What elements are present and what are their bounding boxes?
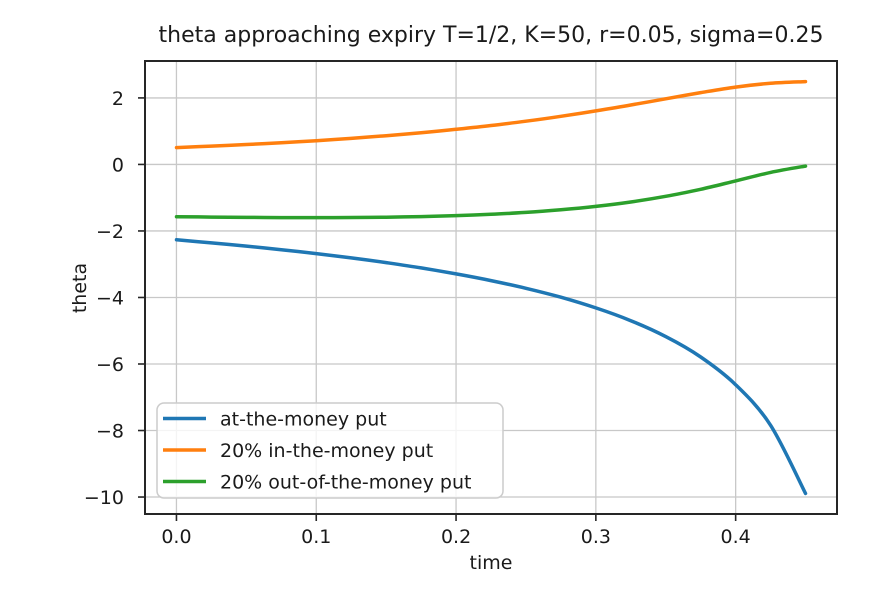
legend-entry-atm: at-the-money put <box>163 409 387 431</box>
y-tick-label: −8 <box>96 421 124 443</box>
x-tick-label: 0.2 <box>441 526 471 548</box>
legend-entry-itm: 20% in-the-money put <box>163 440 433 462</box>
legend: at-the-money put 20% in-the-money put 20… <box>156 402 504 499</box>
y-tick-label: −4 <box>96 287 124 309</box>
x-axis-label: time <box>470 552 513 574</box>
plot-border <box>144 60 838 515</box>
x-tick-label: 0.4 <box>721 526 751 548</box>
x-tick-label: 0.3 <box>581 526 611 548</box>
chart-title: theta approaching expiry T=1/2, K=50, r=… <box>159 23 824 48</box>
series-layer <box>174 79 808 496</box>
y-tick-label: −2 <box>96 221 124 243</box>
legend-label-itm: 20% in-the-money put <box>220 440 433 462</box>
y-tick-label: 2 <box>112 88 124 110</box>
y-tick-label: −6 <box>96 354 124 376</box>
series-line-20-out-of-the-money-put <box>174 164 808 220</box>
series-line-20-in-the-money-put <box>174 79 808 150</box>
y-axis-label: theta <box>69 263 91 313</box>
legend-entry-otm: 20% out-of-the-money put <box>163 472 471 494</box>
legend-label-otm: 20% out-of-the-money put <box>220 472 471 494</box>
x-tick-label: 0.1 <box>301 526 331 548</box>
legend-label-atm: at-the-money put <box>220 409 387 431</box>
x-tick-labels: 0.0 0.1 0.2 0.3 0.4 <box>161 526 750 548</box>
y-tick-label: 0 <box>112 154 124 176</box>
y-tick-label: −10 <box>84 487 124 509</box>
legend-box <box>156 402 504 499</box>
tick-marks-layer <box>138 97 737 521</box>
series-line-at-the-money-put <box>174 238 808 496</box>
x-tick-label: 0.0 <box>161 526 191 548</box>
y-tick-labels: 2 0 −2 −4 −6 −8 −10 <box>84 88 124 509</box>
